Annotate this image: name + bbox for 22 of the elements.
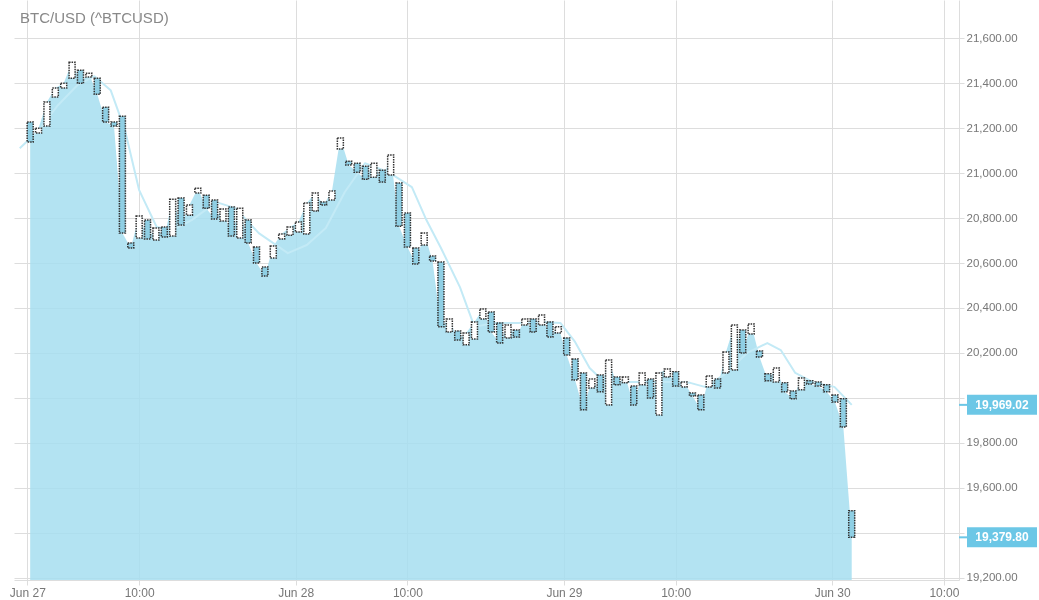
y-tick-label: 19,800.00 bbox=[966, 436, 1018, 449]
x-tick-label: Jun 27 bbox=[9, 585, 47, 600]
y-tick-label: 20,600.00 bbox=[966, 256, 1018, 269]
y-tick-label: 21,400.00 bbox=[966, 76, 1018, 89]
ref-line-label: 19,379.80 bbox=[975, 530, 1030, 545]
x-tick-label: 10:00 bbox=[661, 585, 692, 600]
y-tick-label: 19,200.00 bbox=[966, 571, 1018, 584]
y-tick-label: 21,200.00 bbox=[966, 121, 1018, 134]
y-tick-label: 20,200.00 bbox=[966, 346, 1018, 359]
text: BTC/USD (^BTCUSD) bbox=[20, 9, 169, 26]
x-tick-label: Jun 30 bbox=[814, 585, 851, 600]
y-tick-label: 20,400.00 bbox=[966, 301, 1018, 314]
y-tick-label: 21,000.00 bbox=[966, 166, 1018, 179]
y-tick-label: 19,600.00 bbox=[966, 481, 1018, 494]
y-tick-label: 20,800.00 bbox=[966, 211, 1018, 224]
x-tick-label: Jun 28 bbox=[278, 585, 315, 600]
x-tick-label: 10:00 bbox=[124, 585, 155, 600]
x-tick-label: 10:00 bbox=[392, 585, 424, 600]
ref-line-label: 19,969.02 bbox=[975, 397, 1030, 412]
x-tick-label: Jun 29 bbox=[546, 585, 583, 600]
x-tick-label: 10:00 bbox=[929, 585, 960, 600]
y-tick-label: 21,600.00 bbox=[966, 31, 1018, 44]
